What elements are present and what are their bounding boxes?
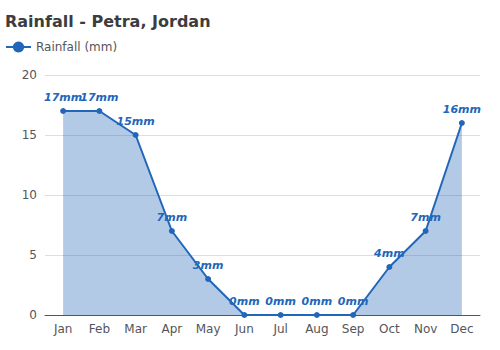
svg-text:0mm: 0mm (229, 295, 260, 308)
svg-text:20: 20 (22, 68, 37, 82)
svg-text:Rainfall (mm): Rainfall (mm) (36, 40, 117, 54)
svg-text:0mm: 0mm (338, 295, 369, 308)
svg-text:Rainfall - Petra, Jordan: Rainfall - Petra, Jordan (5, 12, 211, 31)
svg-text:5: 5 (29, 248, 37, 262)
svg-text:Mar: Mar (124, 322, 147, 336)
svg-text:May: May (196, 322, 221, 336)
svg-text:Sep: Sep (342, 322, 365, 336)
svg-text:Oct: Oct (379, 322, 400, 336)
svg-text:17mm: 17mm (44, 91, 82, 104)
svg-text:3mm: 3mm (193, 259, 224, 272)
svg-text:0: 0 (29, 308, 37, 322)
svg-text:10: 10 (22, 188, 37, 202)
svg-text:16mm: 16mm (443, 103, 481, 116)
svg-text:Dec: Dec (450, 322, 473, 336)
svg-text:Apr: Apr (161, 322, 182, 336)
svg-text:Jul: Jul (272, 322, 287, 336)
svg-text:Jan: Jan (53, 322, 73, 336)
svg-text:15mm: 15mm (117, 115, 155, 128)
svg-text:Nov: Nov (414, 322, 437, 336)
svg-text:Feb: Feb (89, 322, 110, 336)
svg-text:0mm: 0mm (265, 295, 296, 308)
svg-text:Aug: Aug (305, 322, 328, 336)
svg-text:4mm: 4mm (373, 247, 405, 260)
svg-text:Jun: Jun (234, 322, 254, 336)
svg-text:17mm: 17mm (80, 91, 118, 104)
svg-text:7mm: 7mm (410, 211, 441, 224)
svg-text:7mm: 7mm (157, 211, 188, 224)
svg-text:15: 15 (22, 128, 37, 142)
svg-text:0mm: 0mm (302, 295, 333, 308)
